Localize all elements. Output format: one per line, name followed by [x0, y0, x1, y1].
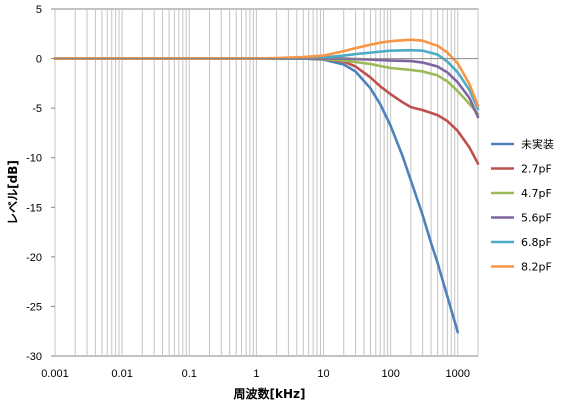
x-tick-label: 0.01 — [111, 368, 132, 380]
axis-tick-labels: 5 0 -5 -10 -15 -20 -25 -30 0.001 0.01 0.1 1 10 100 100… — [26, 4, 478, 380]
grid-lines — [54, 9, 479, 356]
x-tick-label: 0.1 — [182, 368, 197, 380]
legend-label-0: 未実装 — [521, 137, 554, 151]
legend-label-2: 4.7pF — [521, 187, 552, 200]
y-tick-label: -15 — [26, 202, 42, 214]
x-tick-label: 0.001 — [41, 368, 69, 380]
y-tick-label: -25 — [26, 301, 42, 313]
x-axis-title: 周波数[kHz] — [234, 386, 306, 401]
y-tick-label: -5 — [32, 103, 42, 115]
y-tick-label: 0 — [36, 54, 42, 66]
y-tick-label: 5 — [36, 4, 42, 16]
x-tick-label: 1 — [253, 368, 259, 380]
y-tick-label: -10 — [26, 153, 42, 165]
x-tick-label: 1000 — [446, 368, 470, 380]
legend-label-1: 2.7pF — [521, 163, 552, 176]
legend-label-5: 8.2pF — [521, 261, 552, 274]
legend-label-4: 6.8pF — [521, 236, 552, 249]
legend: 未実装 2.7pF 4.7pF 5.6pF 6.8pF 8.2pF — [491, 137, 554, 274]
y-axis-title: レベル[dB] — [6, 160, 20, 225]
x-tick-label: 10 — [317, 368, 329, 380]
legend-label-3: 5.6pF — [521, 212, 552, 225]
y-tick-label: -20 — [26, 252, 42, 264]
y-tick-label: -30 — [26, 351, 42, 363]
series-line-4 — [53, 48, 480, 111]
x-tick-label: 100 — [381, 368, 399, 380]
series-line-5 — [53, 38, 480, 108]
